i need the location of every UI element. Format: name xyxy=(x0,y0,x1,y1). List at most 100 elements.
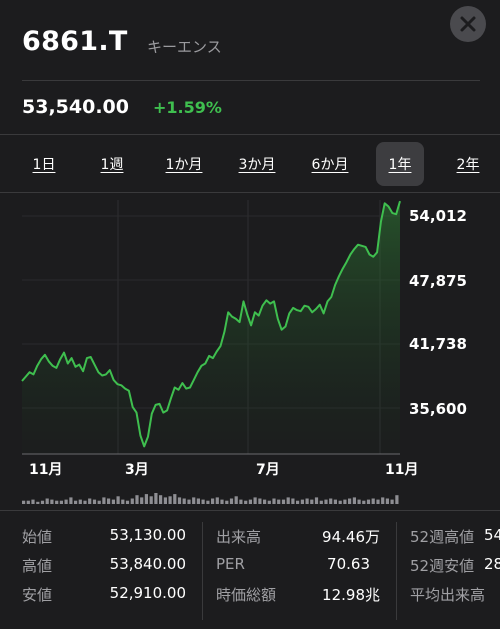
volume-bar xyxy=(225,500,229,504)
close-button[interactable] xyxy=(450,6,486,42)
volume-bar xyxy=(395,495,399,504)
volume-bar xyxy=(229,498,234,504)
volume-bar xyxy=(111,499,115,504)
stat-value-market-cap: 12.98兆 xyxy=(322,586,380,604)
volume-bar xyxy=(163,497,167,504)
volume-bar xyxy=(144,494,148,504)
volume-bar xyxy=(381,497,385,504)
volume-bar xyxy=(376,499,380,504)
volume-bar xyxy=(69,497,73,504)
volume-bar xyxy=(305,498,309,504)
y-tick-label: 35,600 xyxy=(409,400,467,418)
volume-bar xyxy=(366,499,371,504)
stats-separator xyxy=(202,522,203,620)
tabs-divider xyxy=(0,192,500,193)
volume-bar xyxy=(107,498,111,504)
volume-bar xyxy=(140,497,144,504)
volume-bar xyxy=(130,498,134,504)
tab-1m[interactable]: 1か月 xyxy=(165,157,203,173)
header-divider xyxy=(22,80,480,81)
volume-bar xyxy=(125,500,130,504)
volume-bar xyxy=(182,498,186,504)
volume-bar xyxy=(300,499,304,504)
stat-label-market-cap: 時価総額 xyxy=(216,586,277,604)
volume-bar xyxy=(36,501,40,504)
volume-bar xyxy=(385,498,389,504)
stat-value-low: 52,910.00 xyxy=(109,584,186,602)
volume-bar xyxy=(187,499,191,504)
stat-value-high: 53,840.00 xyxy=(109,555,186,573)
volume-bar xyxy=(329,498,333,504)
volume-bar xyxy=(220,499,224,504)
tab-1y[interactable]: 1年 xyxy=(376,142,424,186)
volume-bar xyxy=(177,497,182,504)
volume-bar xyxy=(192,497,196,504)
tab-1d[interactable]: 1日 xyxy=(32,157,56,173)
price-chart[interactable]: 54,012 47,875 41,738 35,600 11月 3月 7月 11… xyxy=(0,196,500,506)
volume-bar xyxy=(357,499,361,504)
volume-bar xyxy=(206,500,210,504)
x-tick-label: 7月 xyxy=(256,462,280,478)
tab-3m[interactable]: 3か月 xyxy=(238,157,276,173)
tab-6m[interactable]: 6か月 xyxy=(311,157,349,173)
volume-bar xyxy=(116,496,120,504)
stat-label-avg-volume: 平均出来高 xyxy=(410,586,486,604)
volume-bar xyxy=(22,500,26,504)
volume-bar xyxy=(248,499,252,504)
volume-bar xyxy=(324,499,328,504)
volume-bar xyxy=(272,498,276,504)
price-divider xyxy=(0,134,500,135)
company-name: キーエンス xyxy=(147,38,222,56)
volume-bar xyxy=(26,500,30,504)
volume-bar xyxy=(74,500,78,504)
tab-2y[interactable]: 2年 xyxy=(456,157,480,173)
volume-bar xyxy=(168,496,172,504)
volume-bar xyxy=(310,499,314,504)
volume-bar xyxy=(352,497,356,504)
volume-bar xyxy=(390,499,394,504)
current-price: 53,540.00 xyxy=(22,96,129,118)
range-tabs: 1日 1週 1か月 3か月 6か月 1年 2年 xyxy=(0,142,500,188)
stat-label-per: PER xyxy=(216,555,245,573)
stat-label-52w-high: 52週高値 xyxy=(410,528,475,546)
volume-bar xyxy=(149,496,153,504)
volume-bar xyxy=(97,500,101,504)
stat-label-high: 高値 xyxy=(22,557,53,575)
volume-bar xyxy=(234,496,238,504)
volume-bar xyxy=(281,499,286,504)
price-change: +1.59% xyxy=(153,98,222,117)
volume-bar xyxy=(362,500,366,504)
volume-bar xyxy=(154,493,158,504)
ticker-symbol: 6861.T xyxy=(22,26,128,57)
volume-bar xyxy=(277,499,281,504)
volume-bar xyxy=(333,499,337,504)
x-tick-label: 11月 xyxy=(385,462,418,478)
volume-bar xyxy=(121,499,125,504)
volume-bar xyxy=(135,495,139,504)
stats-panel: 始値 53,130.00 高値 53,840.00 安値 52,910.00 出… xyxy=(0,514,500,629)
volume-bar xyxy=(31,499,35,504)
tab-1w[interactable]: 1週 xyxy=(100,157,124,173)
volume-bar xyxy=(196,498,200,504)
volume-bar xyxy=(78,499,82,504)
volume-bar xyxy=(102,497,106,504)
volume-bar xyxy=(64,499,68,504)
quote-header: 6861.T キーエンス xyxy=(0,0,500,80)
x-tick-label: 3月 xyxy=(125,462,149,478)
volume-bar xyxy=(239,499,243,504)
volume-bar xyxy=(267,500,271,504)
price-area xyxy=(22,201,400,454)
volume-bar xyxy=(319,500,323,504)
volume-bar xyxy=(263,499,267,504)
volume-bar xyxy=(159,495,163,504)
volume-bar xyxy=(348,498,352,504)
stat-value-open: 53,130.00 xyxy=(109,526,186,544)
y-tick-label: 47,875 xyxy=(409,272,467,290)
x-tick-label: 11月 xyxy=(29,462,62,478)
stat-label-open: 始値 xyxy=(22,528,53,546)
volume-bar xyxy=(371,498,375,504)
volume-bar xyxy=(173,494,177,504)
stat-value-52w-low: 28 xyxy=(484,555,500,573)
volume-bar xyxy=(50,499,54,504)
volume-bar xyxy=(88,498,92,504)
